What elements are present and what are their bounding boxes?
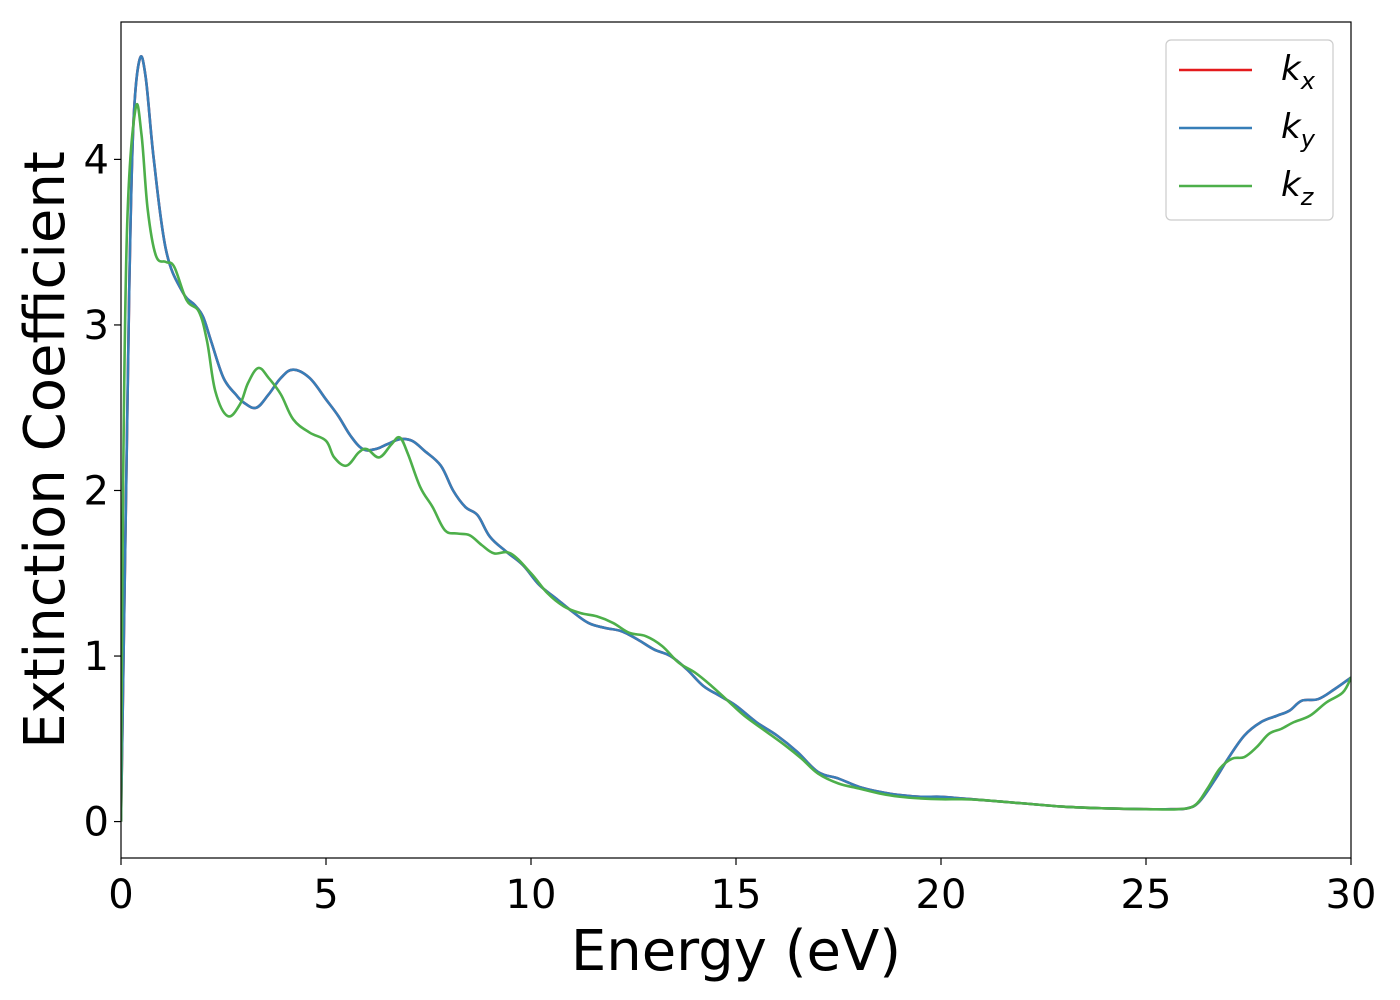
- legend: kx ky kz: [1165, 39, 1334, 221]
- y-tick-label: 3: [84, 303, 109, 349]
- x-tick-label: 15: [711, 872, 762, 918]
- x-tick-label: 10: [506, 872, 557, 918]
- x-tick-label: 30: [1326, 872, 1377, 918]
- x-tick-label: 0: [108, 872, 133, 918]
- x-tick-label: 20: [916, 872, 967, 918]
- y-axis-label: Extinction Coefficient: [13, 151, 78, 749]
- legend-label-kx: kx: [1281, 49, 1316, 95]
- y-tick-label: 1: [84, 634, 109, 680]
- x-tick-label: 5: [313, 872, 338, 918]
- legend-label-kz: kz: [1281, 165, 1315, 211]
- y-axis: 0 1 2 3 4: [84, 137, 121, 846]
- y-tick-label: 4: [84, 137, 109, 183]
- y-tick-label: 2: [84, 468, 109, 514]
- x-axis-label: Energy (eV): [571, 919, 901, 984]
- series-line-k-z: [121, 102, 1351, 822]
- legend-box: [1165, 39, 1334, 221]
- y-tick-label: 0: [84, 800, 109, 846]
- legend-label-ky: ky: [1281, 107, 1316, 153]
- x-axis: 0 5 10 15 20 25 30: [108, 858, 1376, 918]
- x-tick-label: 25: [1121, 872, 1172, 918]
- plot-lines: [121, 55, 1351, 822]
